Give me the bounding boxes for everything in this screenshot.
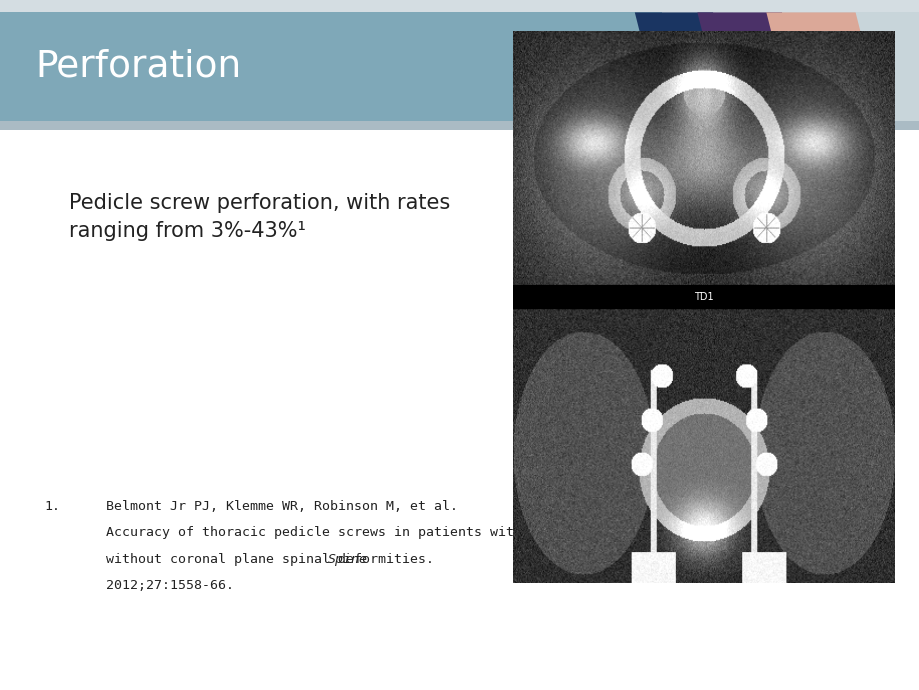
Polygon shape [697,12,809,121]
Text: 2012;27:1558-66.: 2012;27:1558-66. [106,579,233,592]
Text: Pedicle screw perforation, with rates
ranging from 3%-43%¹: Pedicle screw perforation, with rates ra… [69,193,449,241]
Bar [0,0,919,12]
Polygon shape [634,12,740,121]
Text: Perforation: Perforation [35,49,241,85]
Text: 2.5: 2.5 [807,79,820,88]
Text: TD1: TD1 [694,292,713,302]
Bar [0,121,919,130]
Bar [662,12,919,121]
Text: Belmont Jr PJ, Klemme WR, Robinson M, et al.: Belmont Jr PJ, Klemme WR, Robinson M, et… [106,500,458,513]
Text: 1.: 1. [44,500,60,513]
Text: Spine: Spine [328,553,368,566]
Text: without coronal plane spinal deformities.: without coronal plane spinal deformities… [106,553,441,566]
Text: 3.0: 3.0 [807,39,820,48]
Text: Accuracy of thoracic pedicle screws in patients with and: Accuracy of thoracic pedicle screws in p… [106,526,553,540]
Bar [0,12,662,121]
Polygon shape [766,12,882,121]
